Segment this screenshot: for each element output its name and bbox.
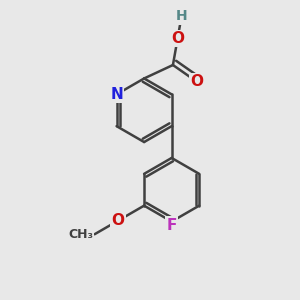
Text: F: F <box>167 218 177 232</box>
Text: H: H <box>176 10 187 23</box>
Text: N: N <box>110 87 123 102</box>
Text: CH₃: CH₃ <box>68 228 93 241</box>
Text: O: O <box>171 31 184 46</box>
Text: O: O <box>190 74 203 89</box>
Text: O: O <box>111 213 124 228</box>
